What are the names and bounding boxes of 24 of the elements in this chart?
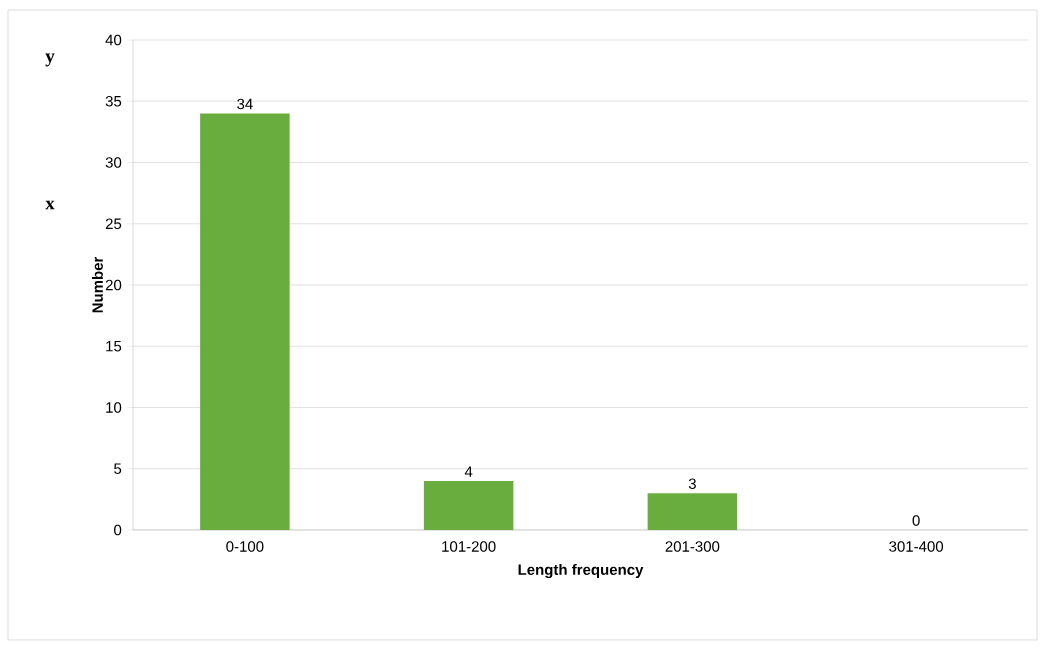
y-axis-title: Number	[91, 256, 103, 313]
bar	[423, 480, 514, 530]
text: y	[45, 53, 55, 67]
data-label: 0	[912, 515, 920, 526]
data-label: 4	[464, 466, 473, 477]
y-tick-label: 0	[114, 524, 122, 536]
x-tick-label: 201-300	[665, 541, 720, 552]
bar	[200, 113, 290, 530]
text: x	[45, 200, 55, 210]
y-tick-label: 40	[105, 34, 122, 46]
y-tick-label: 15	[106, 341, 122, 352]
data-label: 34	[237, 98, 253, 110]
x-tick-label: 0-100	[226, 541, 264, 552]
y-tick-label: 30	[105, 157, 122, 168]
y-tick-label: 5	[114, 463, 122, 474]
y-tick-label: 20	[105, 279, 122, 291]
x-tick-label: 301-400	[889, 541, 944, 552]
y-tick-label: 35	[105, 95, 122, 107]
x-axis-title: Length frequency	[518, 564, 644, 579]
x-tick-label: 101-200	[442, 541, 496, 552]
data-label: 3	[688, 478, 696, 490]
y-tick-label: 25	[105, 218, 122, 230]
y-tick-label: 10	[106, 402, 122, 413]
bar	[647, 493, 738, 530]
